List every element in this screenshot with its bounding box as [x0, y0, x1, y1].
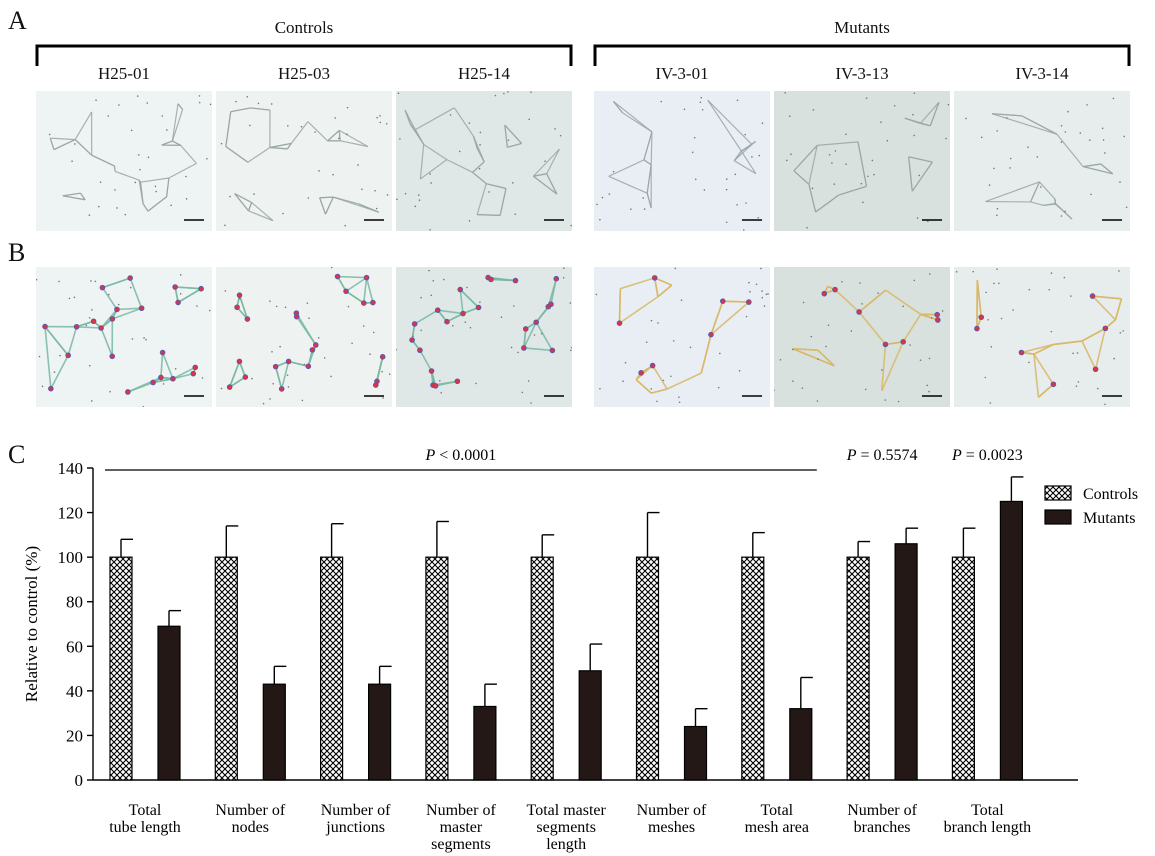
bar-mutants-4	[473, 705, 497, 781]
sample-label-iv-3-01: IV-3-01	[655, 64, 709, 83]
legend-swatch-mutants	[1044, 509, 1072, 525]
category-label-4-line-3: segments	[431, 836, 491, 853]
sample-label-iv-3-14: IV-3-14	[1015, 64, 1069, 83]
sample-label-h25-01: H25-01	[98, 64, 150, 83]
bar-mutants-5	[578, 670, 602, 781]
micrograph-a-4	[594, 91, 770, 231]
micrograph-b-1	[36, 267, 212, 407]
controls-bracket	[35, 44, 573, 66]
category-label-7-line-2: mesh area	[745, 819, 809, 836]
bar-mutants-6	[683, 725, 708, 781]
tube-formation-bar-chart: 0 20 40 60 80 100 120 140 Relative to control (%…	[22, 447, 1138, 853]
micrograph-a-3	[396, 91, 572, 231]
category-label-4-line-2: master	[440, 819, 483, 836]
group-brackets	[35, 44, 1131, 66]
controls-group-title: Controls	[274, 18, 334, 37]
mutants-bracket	[593, 44, 1131, 66]
bar-mutants-7	[789, 708, 813, 781]
p-value-annotation-2: P = 0.5574	[846, 447, 918, 464]
category-label-2-line-2: nodes	[232, 819, 269, 836]
bar-controls-2	[214, 556, 238, 781]
y-tick-label-0: 0	[75, 771, 84, 790]
y-axis-label: Relative to control (%)	[22, 546, 41, 702]
bar-mutants-8	[894, 543, 918, 781]
micrograph-a-5	[774, 91, 950, 231]
y-tick-label-80: 80	[66, 593, 83, 612]
category-label-8-line-2: branches	[854, 819, 911, 836]
bar-controls-9	[951, 556, 976, 781]
mutants-group-title: Mutants	[834, 18, 890, 37]
p-value-annotation-1: P < 0.0001	[424, 447, 496, 464]
y-tick-label-60: 60	[66, 637, 83, 656]
micrograph-b-5	[774, 267, 950, 407]
panel-letter-a: A	[8, 6, 27, 35]
category-label-9-line-1: Total	[971, 802, 1004, 819]
y-tick-label-40: 40	[66, 682, 83, 701]
category-label-3-line-1: Number of	[321, 802, 391, 819]
sample-label-h25-14: H25-14	[458, 64, 510, 83]
category-label-3-line-2: junctions	[325, 819, 385, 836]
bar-controls-4	[425, 556, 449, 781]
bar-controls-1	[109, 556, 133, 781]
category-label-9-line-2: branch length	[944, 819, 1032, 836]
sample-label-h25-03: H25-03	[278, 64, 330, 83]
y-tick-label-140: 140	[58, 459, 84, 478]
category-label-7-line-1: Total	[760, 802, 793, 819]
category-label-1-line-2: tube length	[109, 819, 181, 836]
micrograph-a-1	[36, 91, 212, 231]
micrograph-b-2	[216, 267, 392, 407]
panel-letter-c: C	[8, 440, 26, 469]
category-label-5-line-2: segments	[536, 819, 596, 836]
micrograph-b-4	[594, 267, 770, 407]
bar-controls-6	[635, 556, 660, 781]
category-label-6-line-1: Number of	[637, 802, 707, 819]
category-label-6-line-2: meshes	[648, 819, 695, 836]
category-label-8-line-1: Number of	[847, 802, 917, 819]
bar-controls-7	[741, 556, 765, 781]
legend-label-controls: Controls	[1083, 486, 1138, 503]
y-tick-label-100: 100	[58, 548, 84, 567]
category-label-2-line-1: Number of	[215, 802, 285, 819]
category-label-5-line-1: Total master	[527, 802, 607, 819]
bar-mutants-1	[157, 625, 181, 781]
bar-mutants-2	[262, 683, 286, 781]
bar-controls-5	[530, 556, 554, 781]
category-label-5-line-3: length	[546, 836, 586, 853]
sample-label-iv-3-13: IV-3-13	[835, 64, 889, 83]
p-value-annotation-3: P = 0.0023	[951, 447, 1023, 464]
panel-letter-b: B	[8, 238, 26, 267]
legend-swatch-controls	[1044, 485, 1072, 501]
micrograph-a-6	[954, 91, 1130, 231]
bar-mutants-9	[999, 500, 1024, 781]
y-tick-label-20: 20	[66, 726, 83, 745]
micrograph-b-3	[396, 267, 572, 407]
y-tick-label-120: 120	[58, 504, 84, 523]
category-label-4-line-1: Number of	[426, 802, 496, 819]
category-label-1-line-1: Total	[129, 802, 162, 819]
bar-controls-3	[320, 556, 344, 781]
bar-mutants-3	[368, 683, 392, 781]
bar-controls-8	[846, 556, 870, 781]
micrograph-a-2	[216, 91, 392, 231]
micrograph-b-6	[954, 267, 1130, 407]
legend-label-mutants: Mutants	[1083, 510, 1135, 527]
